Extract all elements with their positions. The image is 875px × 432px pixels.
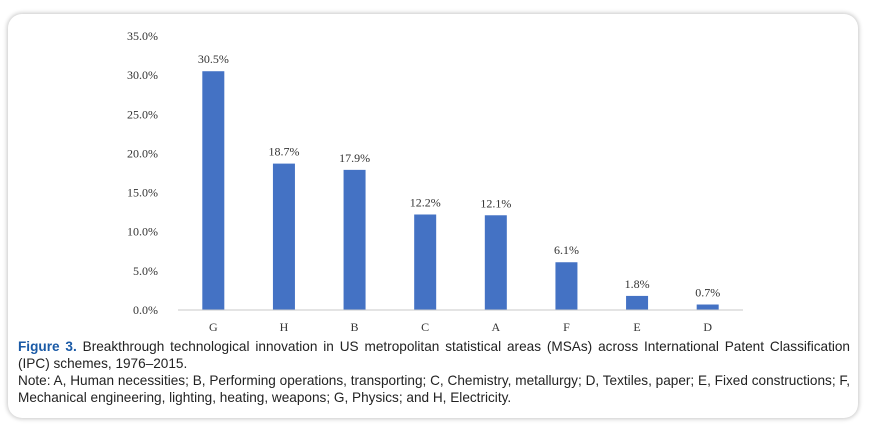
x-tick-label: E (633, 320, 640, 334)
data-label: 6.1% (554, 243, 579, 257)
data-label: 18.7% (268, 145, 299, 159)
bar (696, 304, 719, 310)
bar (202, 71, 225, 310)
y-tick-label: 5.0% (133, 264, 158, 278)
x-tick-label: H (280, 320, 289, 334)
x-tick-label: G (209, 320, 218, 334)
data-label: 12.2% (410, 195, 441, 209)
data-labels: 30.5% 18.7% 17.9% 12.2% 12.1% 6.1% 1.8% 0.7% (198, 52, 720, 299)
y-tick-label: 10.0% (127, 225, 158, 239)
x-tick-label: B (351, 320, 359, 334)
data-label: 17.9% (339, 151, 370, 165)
y-axis: 0.0% 5.0% 10.0% 15.0% 20.0% 25.0% 30.0% 35.0% (127, 29, 158, 317)
bar (272, 163, 295, 310)
figure-caption: Figure 3. Breakthrough technological inn… (18, 338, 850, 406)
y-tick-label: 25.0% (127, 107, 158, 121)
x-tick-label: D (703, 320, 712, 334)
bars (202, 71, 719, 310)
bar (343, 169, 366, 310)
y-tick-label: 35.0% (127, 29, 158, 43)
bar (414, 214, 437, 310)
data-label: 30.5% (198, 52, 229, 66)
x-tick-label: F (563, 320, 570, 334)
data-label: 12.1% (480, 196, 511, 210)
bar (484, 215, 507, 310)
y-tick-label: 30.0% (127, 68, 158, 82)
caption-note: Note: A, Human necessities; B, Performin… (18, 373, 850, 405)
caption-title: Figure 3. Breakthrough technological inn… (18, 338, 850, 372)
y-tick-label: 20.0% (127, 146, 158, 160)
data-label: 1.8% (625, 277, 650, 291)
figure-card: 0.0% 5.0% 10.0% 15.0% 20.0% 25.0% 30.0% 35.0% 3… (8, 14, 858, 418)
caption-text: Breakthrough technological innovation in… (18, 339, 850, 371)
y-tick-label: 15.0% (127, 186, 158, 200)
bar (555, 262, 578, 310)
figure-label: Figure 3. (18, 339, 77, 354)
x-tick-label: C (421, 320, 429, 334)
data-label: 0.7% (695, 286, 720, 300)
y-tick-label: 0.0% (133, 303, 158, 317)
bar (626, 295, 649, 310)
x-tick-label: A (491, 320, 500, 334)
bar-chart: 0.0% 5.0% 10.0% 15.0% 20.0% 25.0% 30.0% 35.0% 3… (127, 29, 743, 334)
